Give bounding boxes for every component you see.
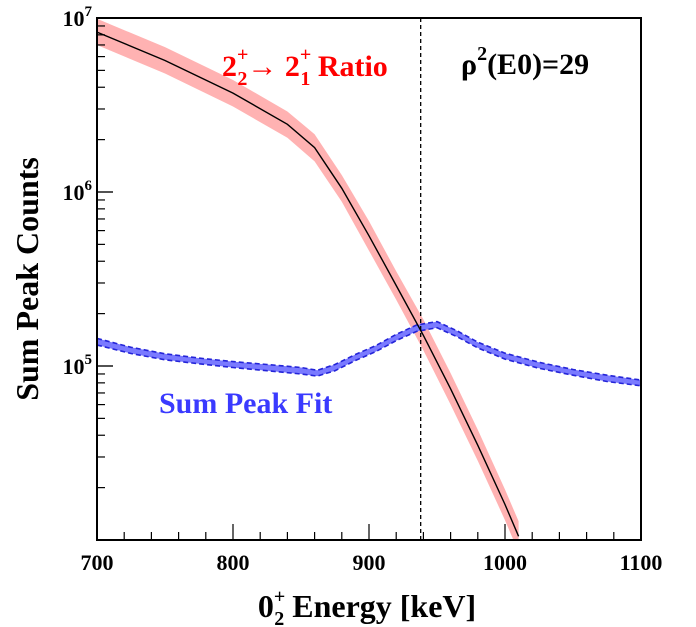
x-axis-title-main: 0 [258,588,274,624]
x-tick-label: 800 [217,550,250,575]
x-tick-label: 1100 [620,550,663,575]
x-tick-label: 700 [81,550,114,575]
x-axis-title: 0+ 2 Energy [keV] [258,586,476,627]
x-axis-title-rest: Energy [keV] [284,588,476,624]
ratio-error-band [97,18,519,540]
ratio-annotation: 2+ 2→ 2+ 1 Ratio [222,44,388,90]
y-axis-title: Sum Peak Counts [9,157,45,401]
x-tick-label: 1000 [483,550,527,575]
y-tick-label: 106 [63,178,93,205]
plot-frame [96,17,642,541]
fit-upper-dashed-line [97,320,641,381]
y-tick-label: 107 [63,4,93,31]
x-axis-title-sup: + [274,586,285,608]
y-tick-label: 105 [63,352,93,379]
fit-error-band [97,321,641,386]
fit-lower-dashed-line [97,326,641,387]
fit-annotation: Sum Peak Fit [159,387,332,420]
x-axis-title-sub: 2 [274,608,284,627]
rho-annotation: ρ2(E0)=29 [461,43,589,81]
ratio-central-line [97,31,520,537]
x-tick-label: 900 [353,550,386,575]
